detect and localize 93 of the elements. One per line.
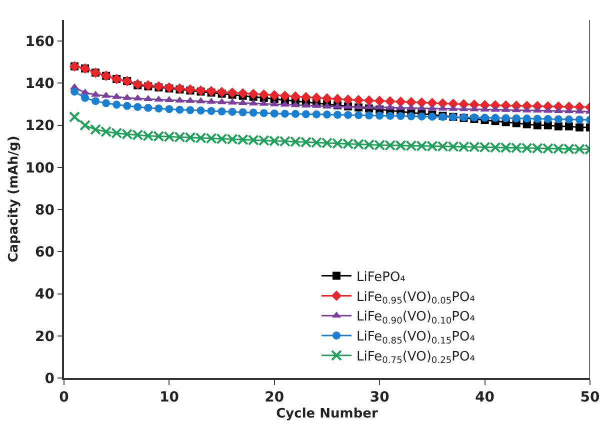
x-axis-title: Cycle Number [276, 406, 378, 422]
point [291, 110, 300, 118]
point [218, 107, 226, 116]
point [312, 110, 320, 118]
point [102, 99, 110, 108]
point [258, 89, 270, 100]
point [92, 97, 100, 106]
point [374, 96, 385, 106]
y-tick-label: 60 [34, 244, 55, 261]
point [332, 94, 343, 104]
y-tick-label: 20 [34, 328, 55, 345]
point [196, 106, 205, 115]
point [544, 114, 552, 123]
point [407, 112, 416, 120]
y-tick-label: 140 [25, 76, 55, 92]
x-tick-label: 30 [370, 390, 390, 406]
point [81, 94, 90, 102]
point [144, 104, 152, 112]
legend-label: LiFePO₄ [356, 270, 406, 285]
x-tick-label: 10 [159, 390, 180, 406]
point [344, 110, 352, 119]
point [165, 105, 174, 114]
x-tick-label: 20 [264, 390, 284, 406]
point [123, 102, 132, 110]
point [70, 88, 79, 96]
x-tick-label: 50 [580, 390, 600, 406]
point [216, 86, 227, 98]
point [227, 87, 238, 98]
legend-label: LiFe$_{0.75}$(VO)$_{0.25}$PO₄ [356, 349, 475, 366]
point [491, 114, 500, 122]
point [269, 90, 280, 100]
point [334, 110, 342, 119]
point [396, 112, 405, 120]
point [322, 93, 332, 104]
y-tick-label: 40 [34, 286, 55, 303]
legend-label: LiFe$_{0.95}$(VO)$_{0.05}$PO₄ [356, 290, 475, 306]
point [323, 110, 331, 119]
point [395, 96, 406, 107]
point [311, 92, 322, 103]
point [522, 114, 531, 123]
y-tick-label: 80 [34, 202, 55, 218]
point [290, 91, 301, 102]
point [365, 111, 374, 120]
point [154, 104, 163, 112]
point [480, 114, 489, 122]
y-axis-title: Capacity (mAh/g) [6, 136, 22, 262]
point [512, 114, 520, 122]
point [386, 112, 394, 120]
point [533, 121, 542, 130]
y-tick-label: 120 [25, 118, 55, 134]
point [228, 108, 236, 116]
point [354, 111, 363, 120]
point [533, 114, 542, 123]
point [270, 110, 278, 118]
point [196, 85, 206, 96]
legend-label: LiFe$_{0.85}$(VO)$_{0.15}$PO₄ [356, 330, 475, 346]
point [238, 88, 248, 98]
point [80, 120, 91, 131]
point [249, 108, 258, 117]
point [238, 108, 247, 116]
point [564, 115, 573, 124]
point [300, 92, 312, 102]
y-tick-label: 160 [25, 34, 55, 50]
x-tick-label: 40 [475, 390, 495, 406]
point [206, 86, 216, 96]
point [418, 112, 426, 120]
point [185, 84, 196, 95]
x-tick-label: 0 [59, 390, 70, 406]
point [575, 116, 584, 124]
point [502, 114, 510, 122]
point [207, 106, 216, 115]
y-tick-label: 100 [25, 160, 55, 176]
point [376, 112, 384, 120]
point [554, 115, 562, 124]
point [186, 106, 194, 114]
point [342, 94, 354, 105]
point [248, 88, 259, 100]
point [280, 90, 290, 102]
point [260, 109, 268, 118]
point [364, 95, 374, 106]
point [69, 111, 80, 122]
point [134, 102, 142, 111]
point [564, 122, 573, 130]
point [176, 106, 184, 114]
point [280, 110, 289, 118]
point [384, 96, 396, 106]
point [112, 100, 121, 109]
point [353, 94, 364, 106]
legend-label: LiFe$_{0.90}$(VO)$_{0.10}$PO₄ [356, 310, 475, 326]
point [554, 122, 562, 130]
point [575, 123, 584, 132]
point [302, 110, 310, 118]
y-tick-label: 0 [44, 370, 55, 387]
